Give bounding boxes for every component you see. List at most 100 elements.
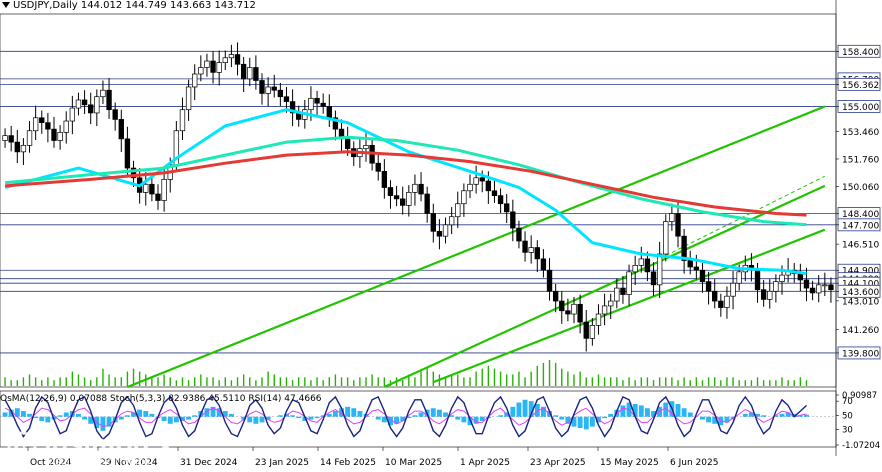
candle-body [461,190,467,205]
candle-body [589,325,596,339]
candle-body [522,240,528,253]
candle-body [314,97,320,104]
candle-body [546,269,553,292]
candle-body [681,235,687,261]
candle-body [614,287,620,302]
candle-body [308,97,314,111]
moving-average-ma-slow [4,150,807,217]
candle-body [718,300,724,308]
time-tick-label: 1 Apr 2025 [460,458,510,468]
candle-body [424,193,430,214]
time-tick-label: 6 Jun 2025 [670,458,718,468]
candle-body [552,290,559,302]
candle-body [289,101,296,114]
logo-tagline: Instant Forex Trading [46,456,150,468]
time-tick-label: 10 Mar 2025 [385,458,442,468]
candle-body [626,271,632,295]
candle-body [497,195,504,205]
instaforex-logo-icon [7,431,37,460]
candle-body [669,213,675,222]
price-tick-label: 155.000 [842,103,879,113]
symbol-label: USDJPY,Daily [13,0,78,11]
candle-body [485,180,492,192]
candle-body [638,258,644,266]
candle-body [455,203,461,218]
indicator-header: OsMA(12,26,9) 0.07088 Stoch(5,3,3) 82.93… [0,394,322,404]
candle-body [767,290,773,300]
candle-body [271,86,277,91]
candle-body [436,230,443,237]
candle-body [198,67,204,75]
candle-body [565,310,571,315]
price-tick-label: 144.900 [842,267,879,277]
price-tick-label: 150.060 [842,183,879,193]
candle-body [228,54,235,59]
candle-body [277,89,284,98]
candle-body [39,117,45,124]
candle-body [448,216,455,226]
price-tick-label: 153.460 [842,128,879,138]
candle-body [94,96,100,114]
candle-body [479,177,485,182]
candle-body [809,287,816,294]
candle-body [687,260,693,268]
candle-body [693,266,700,271]
candle-body [559,300,565,312]
candle-body [112,109,118,120]
candle-body [100,89,106,98]
candle-body [14,141,20,153]
candle-body [400,198,406,206]
candle-body [179,109,186,132]
candle-body [595,313,602,326]
price-tick-label: 141.260 [842,326,879,336]
candle-body [601,305,608,315]
candle-body [705,281,712,292]
price-tick-label: 148.400 [842,210,879,220]
candle-body [69,107,76,122]
candle-body [45,122,51,130]
candle-body [620,287,626,295]
candle-body [149,183,155,195]
candle-body [571,303,577,315]
candle-body [491,190,498,196]
candle-body [577,303,583,323]
candle-body [510,211,516,229]
candle-body [283,96,290,102]
price-tick-label: 144.100 [842,280,879,290]
candle-body [387,187,394,196]
caret-down-icon[interactable] [2,2,10,8]
candle-body [320,102,326,107]
time-tick-label: Oct 2024 [30,458,72,468]
candle-body [412,183,418,193]
price-tick-label: 156.362 [842,81,879,91]
price-tick-label: 158.400 [842,48,879,58]
candle-body [210,60,216,73]
candle-body [2,135,8,141]
indicator-tick-label: 50 [842,411,853,421]
candle-body [161,179,167,201]
candle-body [57,132,63,141]
candle-body [608,300,614,307]
candle-body [20,145,27,153]
indicator-tick-label: -1.07204 [842,441,880,451]
price-tick-label: 143.600 [842,288,879,298]
price-tick-label: 143.010 [842,297,879,307]
candle-body [326,106,332,119]
candle-body [143,183,149,193]
candle-body [632,265,638,273]
candle-body [675,213,681,237]
moving-average-ma-mid [4,135,807,227]
candle-body [332,117,339,130]
candle-body [650,271,657,286]
candle-body [663,221,669,255]
candle-body [724,295,730,308]
candle-body [773,281,779,292]
candle-body [816,284,822,294]
candle-body [118,119,124,140]
candle-body [240,63,247,80]
time-tick-label: 23 Jan 2025 [255,458,309,468]
candle-body [130,167,137,179]
candle-body [88,104,94,114]
candle-body [63,120,69,133]
